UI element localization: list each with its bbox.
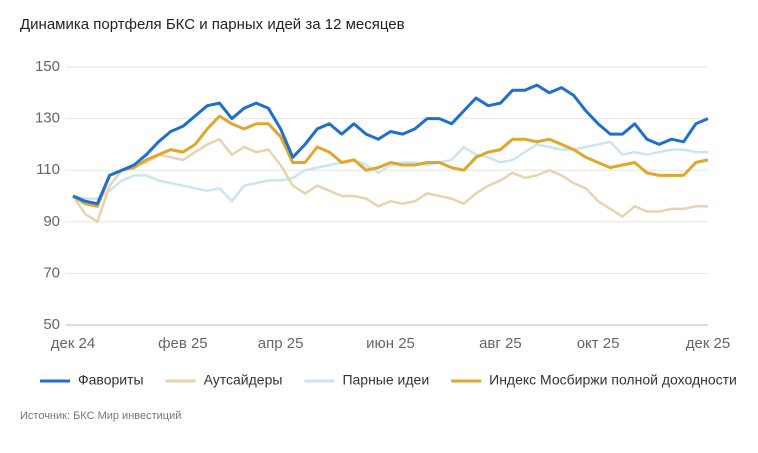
series-line [72,83,709,206]
x-tick-label: дек 25 [686,335,731,352]
y-tick-label: 150 [35,58,60,75]
x-tick-label: авг 25 [479,335,522,352]
x-tick-label: окт 25 [577,335,620,352]
legend-label: Индекс Мосбиржи полной доходности [489,372,737,388]
y-tick-label: 90 [43,213,60,230]
x-tick-label: июн 25 [366,335,415,352]
x-tick-label: дек 24 [51,335,96,352]
series-line [71,137,708,224]
source: Источник: БКС Мир инвестиций [20,410,181,422]
x-tick-label: фев 25 [158,335,208,352]
x-tick-label: апр 25 [258,335,304,352]
legend-label: Парные идеи [342,372,429,388]
legend-label: Фавориты [78,372,144,388]
legend-label: Аутсайдеры [204,372,283,388]
y-tick-label: 70 [43,264,60,281]
series-line [72,114,709,208]
y-tick-label: 110 [36,161,60,178]
y-tick-label: 50 [43,316,60,333]
y-tick-label: 130 [35,110,60,127]
chart-title: Динамика портфеля БКС и парных идей за 1… [20,16,405,33]
series-line [72,140,708,203]
